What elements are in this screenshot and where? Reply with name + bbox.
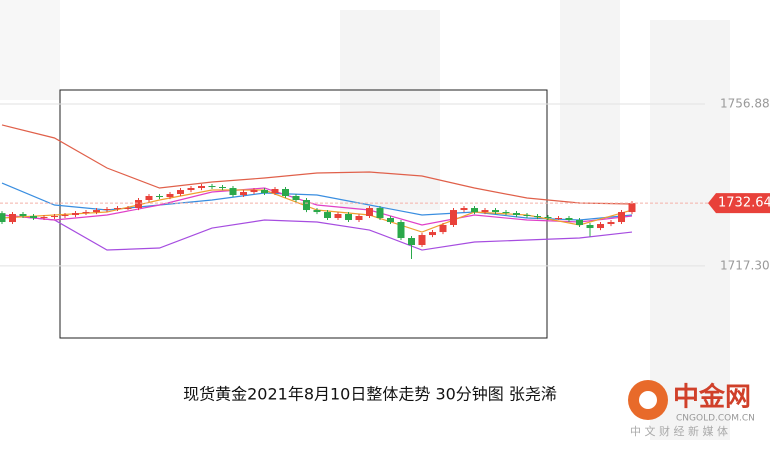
- candle-body: [628, 203, 636, 213]
- candle-body: [324, 212, 331, 219]
- candle-body: [565, 218, 573, 221]
- candle-body: [261, 190, 268, 194]
- candle-body: [103, 209, 111, 211]
- candle-body: [618, 212, 625, 223]
- logo-site: CNGOLD.COM.CN: [676, 414, 755, 424]
- candle-body: [198, 186, 205, 189]
- frame: [59, 89, 548, 339]
- candle-body: [439, 225, 447, 233]
- candle-body: [429, 232, 436, 236]
- candle-body: [366, 208, 373, 216]
- candle-body: [271, 189, 279, 194]
- candle-body: [250, 190, 258, 193]
- indicator-line: [1, 187, 633, 226]
- indicator-line: [1, 214, 633, 251]
- candle-body: [397, 222, 405, 239]
- candle-body: [408, 238, 415, 246]
- candle-body: [19, 213, 27, 216]
- y-tick-label: 1717.30: [720, 258, 770, 272]
- candle-body: [219, 186, 226, 189]
- logo-name: 中金网: [673, 382, 751, 413]
- y-tick-label: 1756.88: [720, 96, 770, 110]
- bg-building: [340, 10, 440, 210]
- candle-body: [82, 212, 90, 214]
- candle-body: [51, 216, 58, 218]
- candle-body: [282, 189, 289, 196]
- candle-body: [345, 213, 352, 221]
- candle-body: [544, 217, 552, 219]
- candle-body: [607, 222, 615, 225]
- logo-icon-inner: [639, 391, 657, 409]
- candle-body: [229, 188, 237, 196]
- candle-body: [9, 213, 16, 223]
- candle-body: [450, 210, 457, 225]
- background: [0, 0, 730, 440]
- candle-body: [513, 213, 520, 216]
- caption: 现货黄金2021年8月10日整体走势 30分钟图 张尧浠: [183, 385, 557, 404]
- candle-body: [586, 225, 594, 229]
- candle-body: [303, 200, 310, 211]
- candle-body: [534, 216, 541, 218]
- candle-body: [61, 215, 69, 217]
- candle-body: [471, 208, 478, 213]
- candle-body: [135, 200, 142, 209]
- last-price-tag: [708, 193, 770, 214]
- candle-body: [387, 218, 394, 223]
- candle-body: [240, 192, 247, 196]
- candle-body: [93, 210, 100, 213]
- candle-body: [208, 186, 216, 188]
- bg-building: [560, 0, 620, 190]
- candle-body: [460, 208, 468, 211]
- bg-building: [0, 0, 60, 100]
- candle-body: [177, 190, 184, 194]
- candle-body: [334, 213, 342, 219]
- candle-body: [187, 188, 195, 191]
- candle-body: [124, 208, 132, 210]
- candle-body: [555, 218, 562, 220]
- candle-body: [145, 195, 153, 201]
- candle-body: [72, 213, 79, 216]
- candle-body: [597, 224, 604, 229]
- candle-body: [492, 210, 499, 213]
- candle-body: [0, 213, 6, 223]
- candle-body: [502, 212, 510, 214]
- candle-body: [376, 208, 384, 219]
- candle-body: [576, 220, 583, 225]
- candle-body: [40, 217, 48, 219]
- candle-body: [313, 210, 321, 213]
- candle-body: [166, 193, 174, 198]
- last-price-label: 1732.64: [718, 196, 772, 211]
- candle-body: [523, 215, 531, 217]
- candle-body: [156, 195, 163, 198]
- candle-body: [114, 208, 121, 210]
- candle-body: [418, 235, 426, 246]
- candle-body: [292, 195, 300, 201]
- logo-slogan: 中 文 财 经 新 媒 体: [630, 424, 728, 438]
- indicator-line: [1, 124, 633, 205]
- candle-body: [481, 210, 489, 213]
- bg-building: [650, 20, 730, 440]
- candle-body: [30, 216, 37, 219]
- candle-body: [355, 216, 363, 221]
- plot: 1756.88 1717.30 1732.64: [0, 96, 772, 272]
